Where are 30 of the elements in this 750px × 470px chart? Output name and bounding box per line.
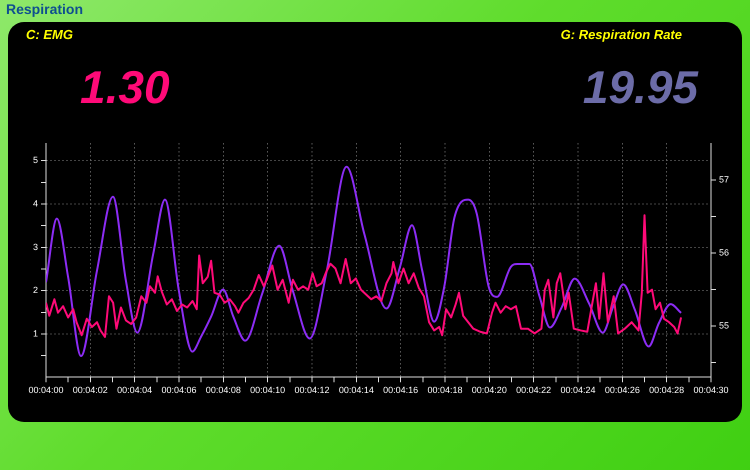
- y2-tick-label: 57: [718, 174, 730, 184]
- x-tick-label: 00:04:00: [28, 385, 64, 396]
- y-tick-label: 3: [32, 242, 38, 252]
- y-tick-label: 1: [32, 328, 38, 338]
- x-tick-label: 00:04:24: [560, 385, 596, 396]
- y-tick-label: 5: [32, 155, 38, 166]
- x-tick-label: 00:04:16: [383, 385, 418, 396]
- x-tick-label: 00:04:02: [72, 385, 108, 396]
- chart-title: Respiration: [6, 1, 84, 17]
- x-tick-label: 00:04:30: [693, 385, 729, 396]
- y2-tick-label: 55: [718, 320, 730, 331]
- y-tick-label: 4: [32, 198, 38, 208]
- x-tick-label: 00:04:12: [294, 385, 330, 396]
- y2-tick-label: 56: [718, 247, 730, 258]
- text: 19.95: [582, 60, 698, 114]
- x-tick-label: 00:04:10: [250, 385, 286, 396]
- x-tick-label: 00:04:28: [649, 385, 684, 396]
- x-tick-label: 00:04:22: [516, 385, 552, 396]
- text: 1.30: [80, 60, 170, 114]
- x-tick-label: 00:04:20: [472, 385, 507, 396]
- line-series: [46, 166, 682, 358]
- x-tick-label: 00:04:06: [161, 385, 196, 396]
- x-tick-label: 00:04:14: [338, 385, 374, 396]
- x-tick-label: 00:04:18: [427, 385, 463, 396]
- x-tick-label: 00:04:26: [604, 385, 640, 396]
- x-tick-label: 00:04:04: [117, 385, 152, 396]
- text: G: Respiration Rate: [560, 27, 682, 42]
- x-tick-label: 00:04:08: [206, 385, 241, 396]
- text: C: EMG: [26, 27, 73, 42]
- y-tick-label: 2: [32, 285, 38, 296]
